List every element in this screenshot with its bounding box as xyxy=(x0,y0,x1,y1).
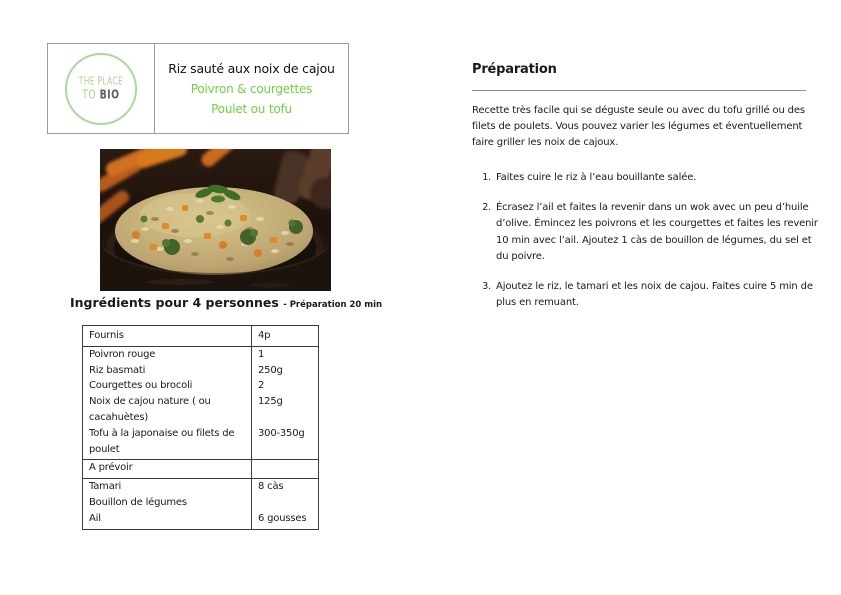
table-row: Tofu à la japonaise ou filets de poulet … xyxy=(82,425,319,461)
table-row: Poivron rouge 1 xyxy=(82,346,319,363)
ingredient-name: Poivron rouge xyxy=(82,346,252,363)
ingredient-qty xyxy=(251,459,319,480)
ingredient-qty: 8 càs xyxy=(251,478,319,495)
step-text: Faites cuire le riz à l’eau bouillante s… xyxy=(496,172,697,183)
preparation-intro: Recette très facile qui se déguste seule… xyxy=(472,105,805,149)
ingredient-name: Tofu à la japonaise ou filets de poulet xyxy=(82,425,252,461)
preparation-step: 3. Ajoutez le riz, le tamari et les noix… xyxy=(478,279,818,311)
carrot-pieces xyxy=(132,205,277,257)
preparation-step: 1. Faites cuire le riz à l’eau bouillant… xyxy=(478,170,818,186)
step-number: 1. xyxy=(482,172,491,183)
table-row: Ail 6 gousses xyxy=(82,510,319,530)
ingredient-qty: 300-350g xyxy=(251,425,319,461)
bowl-front-rim xyxy=(100,245,331,291)
ingredient-name: Courgettes ou brocoli xyxy=(82,378,252,395)
ingredient-name: Ail xyxy=(82,510,252,530)
preparation-steps: 1. Faites cuire le riz à l’eau bouillant… xyxy=(478,170,818,325)
preparation-step: 2. Écrasez l’ail et faites la revenir da… xyxy=(478,200,818,265)
preparation-divider xyxy=(472,90,806,91)
table-header-qty: 4p xyxy=(251,325,319,347)
step-number: 2. xyxy=(482,202,491,214)
fried-rice xyxy=(115,184,313,275)
ingredients-heading-prep-time: - Préparation 20 min xyxy=(283,300,383,310)
ingredient-name: Tamari xyxy=(82,478,252,495)
ingredient-qty: 125g xyxy=(251,394,319,426)
table-row: Riz basmati 250g xyxy=(82,362,319,379)
step-text: Écrasez l’ail et faites la revenir dans … xyxy=(496,202,818,262)
table-row: Courgettes ou brocoli 2 xyxy=(82,378,319,395)
recipe-subtitle-protein: Poulet ou tofu xyxy=(211,102,292,116)
logo-cell: THE PLACE TO BIO xyxy=(48,44,155,133)
table-section-row: A prévoir xyxy=(82,459,319,480)
logo-text-to-bio: TO BIO xyxy=(82,86,120,102)
ingredient-qty: 2 xyxy=(251,378,319,395)
ingredients-heading-main: Ingrédients pour 4 personnes xyxy=(70,295,279,310)
recipe-header-box: THE PLACE TO BIO Riz sauté aux noix de c… xyxy=(47,43,349,134)
dark-props-background xyxy=(274,149,331,209)
logo-text-the-place: THE PLACE xyxy=(78,75,124,88)
table-header-name: Fournis xyxy=(82,325,252,347)
table-header-row: Fournis 4p xyxy=(82,325,319,347)
ingredient-qty: 250g xyxy=(251,362,319,379)
ingredient-qty: 1 xyxy=(251,346,319,363)
ingredients-heading: Ingrédients pour 4 personnes - Préparati… xyxy=(70,295,382,310)
step-text: Ajoutez le riz, le tamari et les noix de… xyxy=(496,281,813,309)
the-place-to-bio-logo: THE PLACE TO BIO xyxy=(65,52,137,125)
recipe-subtitle-vegetables: Poivron & courgettes xyxy=(190,82,313,96)
carrots-background xyxy=(100,149,239,225)
recipe-photo xyxy=(100,149,331,291)
recipe-title: Riz sauté aux noix de cajou xyxy=(168,61,335,76)
broccoli-pieces xyxy=(140,215,303,255)
table-row: Noix de cajou nature ( ou cacahuètes) 12… xyxy=(82,394,319,426)
ingredient-name: Noix de cajou nature ( ou cacahuètes) xyxy=(82,394,252,426)
ingredient-qty: 6 gousses xyxy=(251,510,319,530)
step-number: 3. xyxy=(482,281,491,293)
table-row: Bouillon de légumes xyxy=(82,494,319,511)
ingredient-name: Riz basmati xyxy=(82,362,252,379)
ingredients-table: Fournis 4p Poivron rouge 1 Riz basmati 2… xyxy=(82,325,319,530)
ingredient-qty xyxy=(251,494,319,511)
preparation-heading: Préparation xyxy=(472,62,557,77)
ingredient-name: Bouillon de légumes xyxy=(82,494,252,511)
parsley-garnish xyxy=(195,184,241,203)
title-cell: Riz sauté aux noix de cajou Poivron & co… xyxy=(155,44,348,133)
table-row: Tamari 8 càs xyxy=(82,478,319,495)
ingredient-section-label: A prévoir xyxy=(82,459,252,480)
